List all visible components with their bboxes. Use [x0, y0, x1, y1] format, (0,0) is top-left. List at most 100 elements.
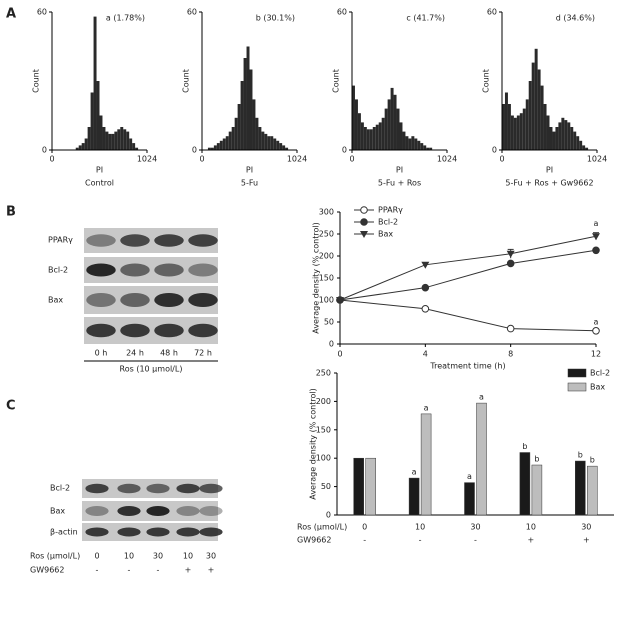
y-tick-label: 60: [487, 8, 497, 17]
x-tick-label: 0: [199, 155, 204, 164]
histogram-bar: [564, 120, 568, 150]
histogram-bar: [576, 136, 580, 150]
marker: [506, 250, 515, 258]
histogram-bar: [396, 108, 400, 150]
histogram-bar: [135, 147, 139, 150]
blot-band: [120, 263, 150, 277]
significance-letter: b: [590, 456, 595, 465]
histogram-bar: [399, 122, 403, 150]
blot-band: [176, 483, 200, 494]
histogram-bar: [537, 69, 541, 150]
y-tick-label: 60: [187, 8, 197, 17]
x-axis-label: PI: [546, 166, 553, 175]
histogram-bar: [84, 138, 88, 150]
lane-label: 24 h: [126, 349, 144, 358]
histogram-bar: [558, 122, 562, 150]
blot-band: [86, 234, 116, 247]
y-tick-label: 60: [37, 8, 47, 17]
blot-band: [176, 506, 200, 516]
y-tick-label: 200: [319, 252, 334, 261]
y-tick-label: 0: [326, 511, 331, 520]
histogram-bar: [405, 136, 409, 150]
significance-letter: a: [467, 472, 472, 481]
histogram-bar: [93, 16, 97, 150]
x-tick-label: 1024: [437, 155, 457, 164]
histogram-bar: [78, 145, 82, 150]
condition-value: +: [185, 566, 192, 575]
blot-band: [120, 234, 150, 247]
blot-band: [86, 293, 116, 307]
blot-band: [199, 527, 223, 537]
histogram-bar: [570, 127, 574, 150]
legend-label: Bax: [590, 383, 605, 392]
blot-band: [85, 483, 109, 494]
histogram-bar: [516, 115, 520, 150]
x-tick-label: 0: [349, 155, 354, 164]
bar: [365, 457, 376, 516]
series-line: [339, 235, 597, 301]
marker: [506, 324, 515, 333]
histogram-bar: [429, 147, 433, 150]
blot-band: [86, 263, 116, 277]
histogram-bar: [525, 99, 529, 150]
histogram-bar: [534, 48, 538, 150]
histogram-bar: [546, 115, 550, 150]
bar: [476, 402, 487, 516]
significance-letter: b: [534, 455, 539, 464]
condition-label: Ros (μmol/L): [30, 552, 80, 561]
histogram-bar: [408, 138, 412, 150]
marker: [506, 259, 515, 268]
x-tick-label: 0: [362, 523, 367, 532]
histogram-bar: [504, 92, 508, 150]
legend-label: PPARγ: [378, 206, 403, 215]
bar: [464, 482, 475, 516]
histogram-bar: [105, 131, 109, 150]
histogram-bar: [285, 147, 289, 150]
histogram-bar: [219, 140, 223, 150]
histogram-bar: [585, 147, 589, 150]
bar: [408, 477, 420, 516]
blot-band: [85, 527, 109, 537]
histogram-bar: [531, 62, 535, 150]
histogram-bar: [234, 117, 238, 150]
legend-label: Bax: [378, 230, 393, 239]
category-row-label: Ros (μmol/L): [297, 523, 347, 532]
category-row-label: GW9662: [297, 536, 331, 545]
y-tick-label: 200: [316, 397, 331, 406]
marker: [336, 297, 344, 304]
histogram-bar: [502, 104, 505, 150]
x-tick-label: +: [583, 536, 590, 545]
histogram-bar: [111, 133, 115, 150]
blot-row-label: Bax: [50, 507, 65, 516]
significance-letter: a: [424, 403, 429, 412]
significance-letter: a: [412, 468, 417, 477]
blot-band: [188, 234, 218, 247]
histogram-bar: [402, 131, 406, 150]
blot-band: [117, 527, 141, 537]
y-tick-label: 0: [342, 146, 347, 155]
significance-letter: a: [594, 219, 599, 228]
condition-value: -: [96, 566, 99, 575]
histogram-bar: [369, 129, 373, 150]
legend-label: Bcl-2: [590, 369, 610, 378]
x-axis-label: PI: [396, 166, 403, 175]
histogram-bar: [99, 115, 103, 150]
histogram-bar: [237, 104, 241, 150]
histogram-bar: [282, 145, 286, 150]
caption: 5-Fu + Ros: [378, 179, 421, 188]
blot-band: [154, 323, 184, 338]
histogram-bar: [414, 138, 418, 150]
histogram-bar: [117, 129, 121, 150]
histogram-bar: [228, 131, 232, 150]
x-tick-label: 1024: [587, 155, 607, 164]
y-tick-label: 100: [316, 454, 331, 463]
y-tick-label: 0: [42, 146, 47, 155]
condition-value: 0: [94, 552, 99, 561]
legend-swatch: [567, 382, 587, 392]
histogram-bar: [522, 108, 526, 150]
y-tick-label: 60: [337, 8, 347, 17]
blot-band: [146, 483, 170, 494]
annotation: b (30.1%): [256, 14, 295, 23]
series-line: [339, 249, 597, 301]
histogram-bar: [75, 147, 79, 150]
